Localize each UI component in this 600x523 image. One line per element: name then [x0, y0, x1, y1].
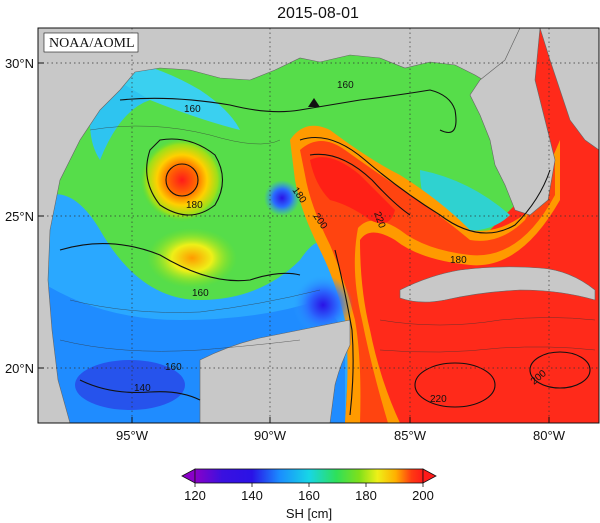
contour-label: 180: [186, 200, 203, 211]
contour-label: 220: [430, 394, 447, 405]
land: [38, 28, 599, 423]
lon-label: 95°W: [116, 428, 149, 443]
colorbar: 120 140 160 180 200 SH [cm]: [181, 468, 437, 521]
lat-label: 30°N: [5, 56, 34, 71]
contour-label: 160: [337, 80, 354, 91]
yucatan-peninsula: [199, 319, 351, 423]
contour-label: 160: [184, 104, 201, 115]
loop-current-core: [310, 157, 395, 224]
colorbar-high-arrow: [422, 468, 437, 484]
colorbar-ramp: [194, 468, 424, 484]
warm-eddy: [140, 138, 224, 222]
contour-180-loop-outer: [299, 136, 551, 234]
lon-label: 80°W: [533, 428, 566, 443]
contour-label: 140: [134, 383, 151, 394]
graticule: [38, 28, 599, 423]
map-title: 2015-08-01: [277, 5, 359, 22]
bahamas-region: [539, 28, 599, 151]
contour-140-southwest: [79, 379, 201, 401]
map-frame: [37, 27, 600, 424]
colorbar-tick: 160: [298, 488, 320, 503]
colorbar-tick: 180: [355, 488, 377, 503]
contour-180-western-edge: [334, 249, 354, 416]
warm-patch-central: [147, 228, 237, 288]
us-mexico-coast: [38, 28, 521, 423]
lat-label: 25°N: [5, 209, 34, 224]
contour-lines: [59, 89, 591, 416]
colorbar-tick: 200: [412, 488, 434, 503]
lon-label: 90°W: [254, 428, 287, 443]
credit-box: [43, 32, 139, 53]
colorbar-tick: 140: [241, 488, 263, 503]
contour-200-eddy-core: [165, 163, 199, 197]
contour-200-southeast: [529, 351, 591, 389]
station-marker-triangle: [308, 98, 320, 107]
contour-180-eddy: [146, 138, 224, 216]
contour-160-mid: [59, 243, 301, 282]
contour-160-north: [119, 89, 457, 134]
cuba: [399, 266, 596, 303]
contour-label: 180: [450, 255, 467, 266]
colorbar-label: SH [cm]: [286, 506, 332, 521]
tick-marks: [38, 62, 550, 423]
contour-220-south: [414, 362, 496, 408]
colorbar-tick: 120: [184, 488, 206, 503]
florida-peninsula: [469, 28, 556, 216]
contour-label: 160: [192, 288, 209, 299]
lon-label: 85°W: [394, 428, 427, 443]
map-field: 160 160 180 180 160 200 220 180 160 140 …: [38, 28, 599, 423]
contour-200-loop: [309, 153, 411, 216]
colorbar-low-arrow: [181, 468, 196, 484]
contour-label: 160: [165, 362, 182, 373]
cold-pool-southwest: [75, 360, 185, 410]
cold-eddy-south: [293, 275, 353, 335]
credit-label: NOAA/AOML: [49, 36, 135, 51]
cold-eddy-north: [264, 180, 300, 216]
lat-label: 20°N: [5, 361, 34, 376]
minor-contours: [59, 125, 596, 353]
